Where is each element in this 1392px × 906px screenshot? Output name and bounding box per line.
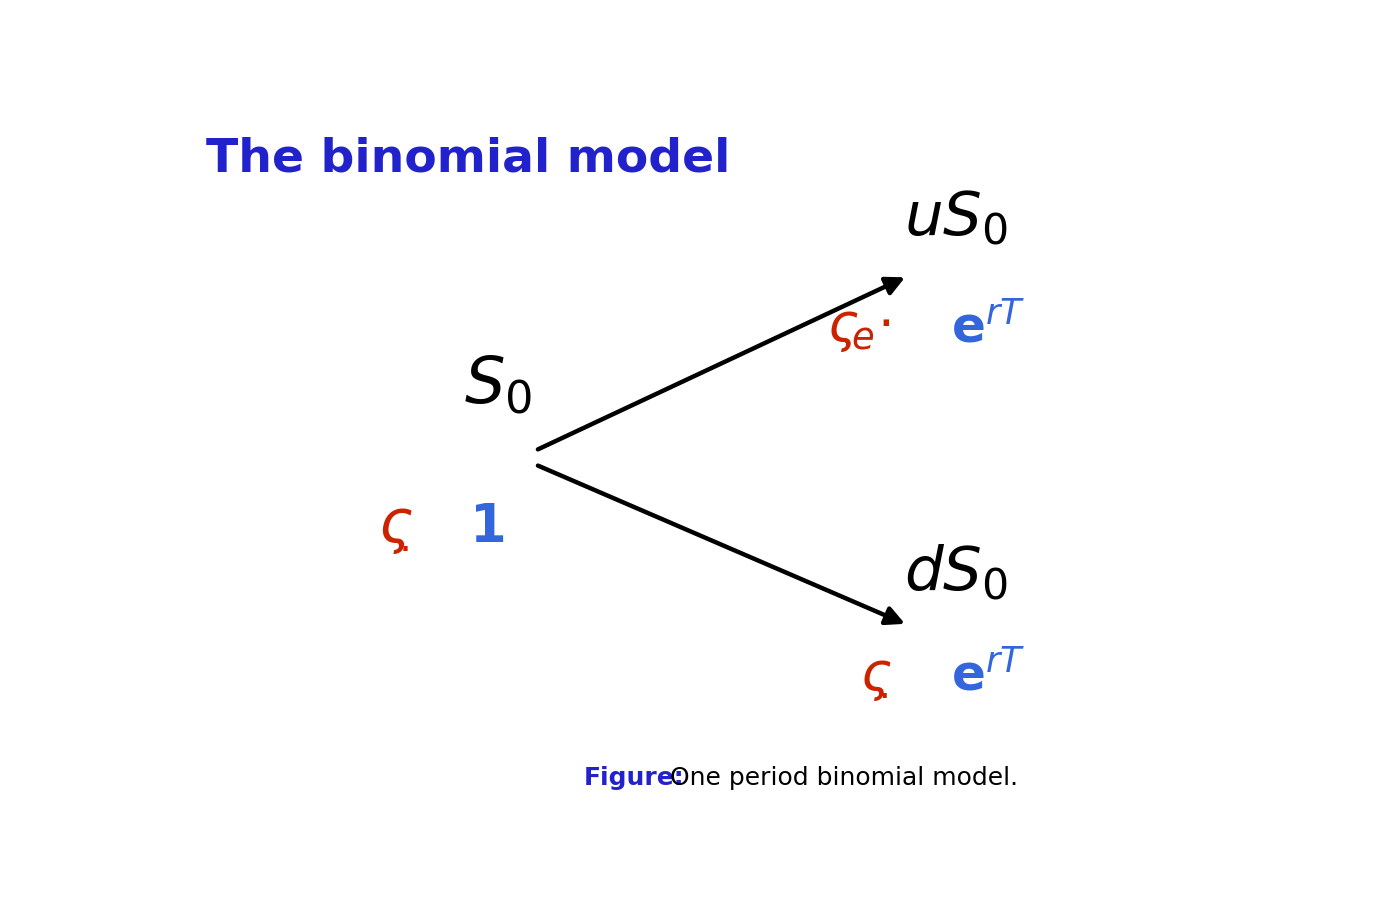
Text: $\mathbf{e}^{rT}$: $\mathbf{e}^{rT}$ [951, 652, 1026, 702]
Text: $\mathit{S}_0$: $\mathit{S}_0$ [464, 352, 532, 416]
Text: $\varsigma_{\!\!.}$: $\varsigma_{\!\!.}$ [377, 499, 412, 555]
Text: $\mathbf{1}$: $\mathbf{1}$ [469, 502, 504, 553]
Text: The binomial model: The binomial model [206, 137, 731, 181]
Text: $d\mathit{S}_0$: $d\mathit{S}_0$ [905, 544, 1008, 604]
Text: $u\mathit{S}_0$: $u\mathit{S}_0$ [905, 188, 1008, 248]
Text: $\mathbf{e}^{rT}$: $\mathbf{e}^{rT}$ [951, 304, 1026, 353]
Text: $\varsigma_{\!e}\!\cdot$: $\varsigma_{\!e}\!\cdot$ [827, 303, 891, 354]
Text: Figure:: Figure: [585, 766, 685, 790]
Text: $\varsigma_{\!\!.}$: $\varsigma_{\!\!.}$ [860, 651, 891, 703]
Text: One period binomial model.: One period binomial model. [671, 766, 1019, 790]
